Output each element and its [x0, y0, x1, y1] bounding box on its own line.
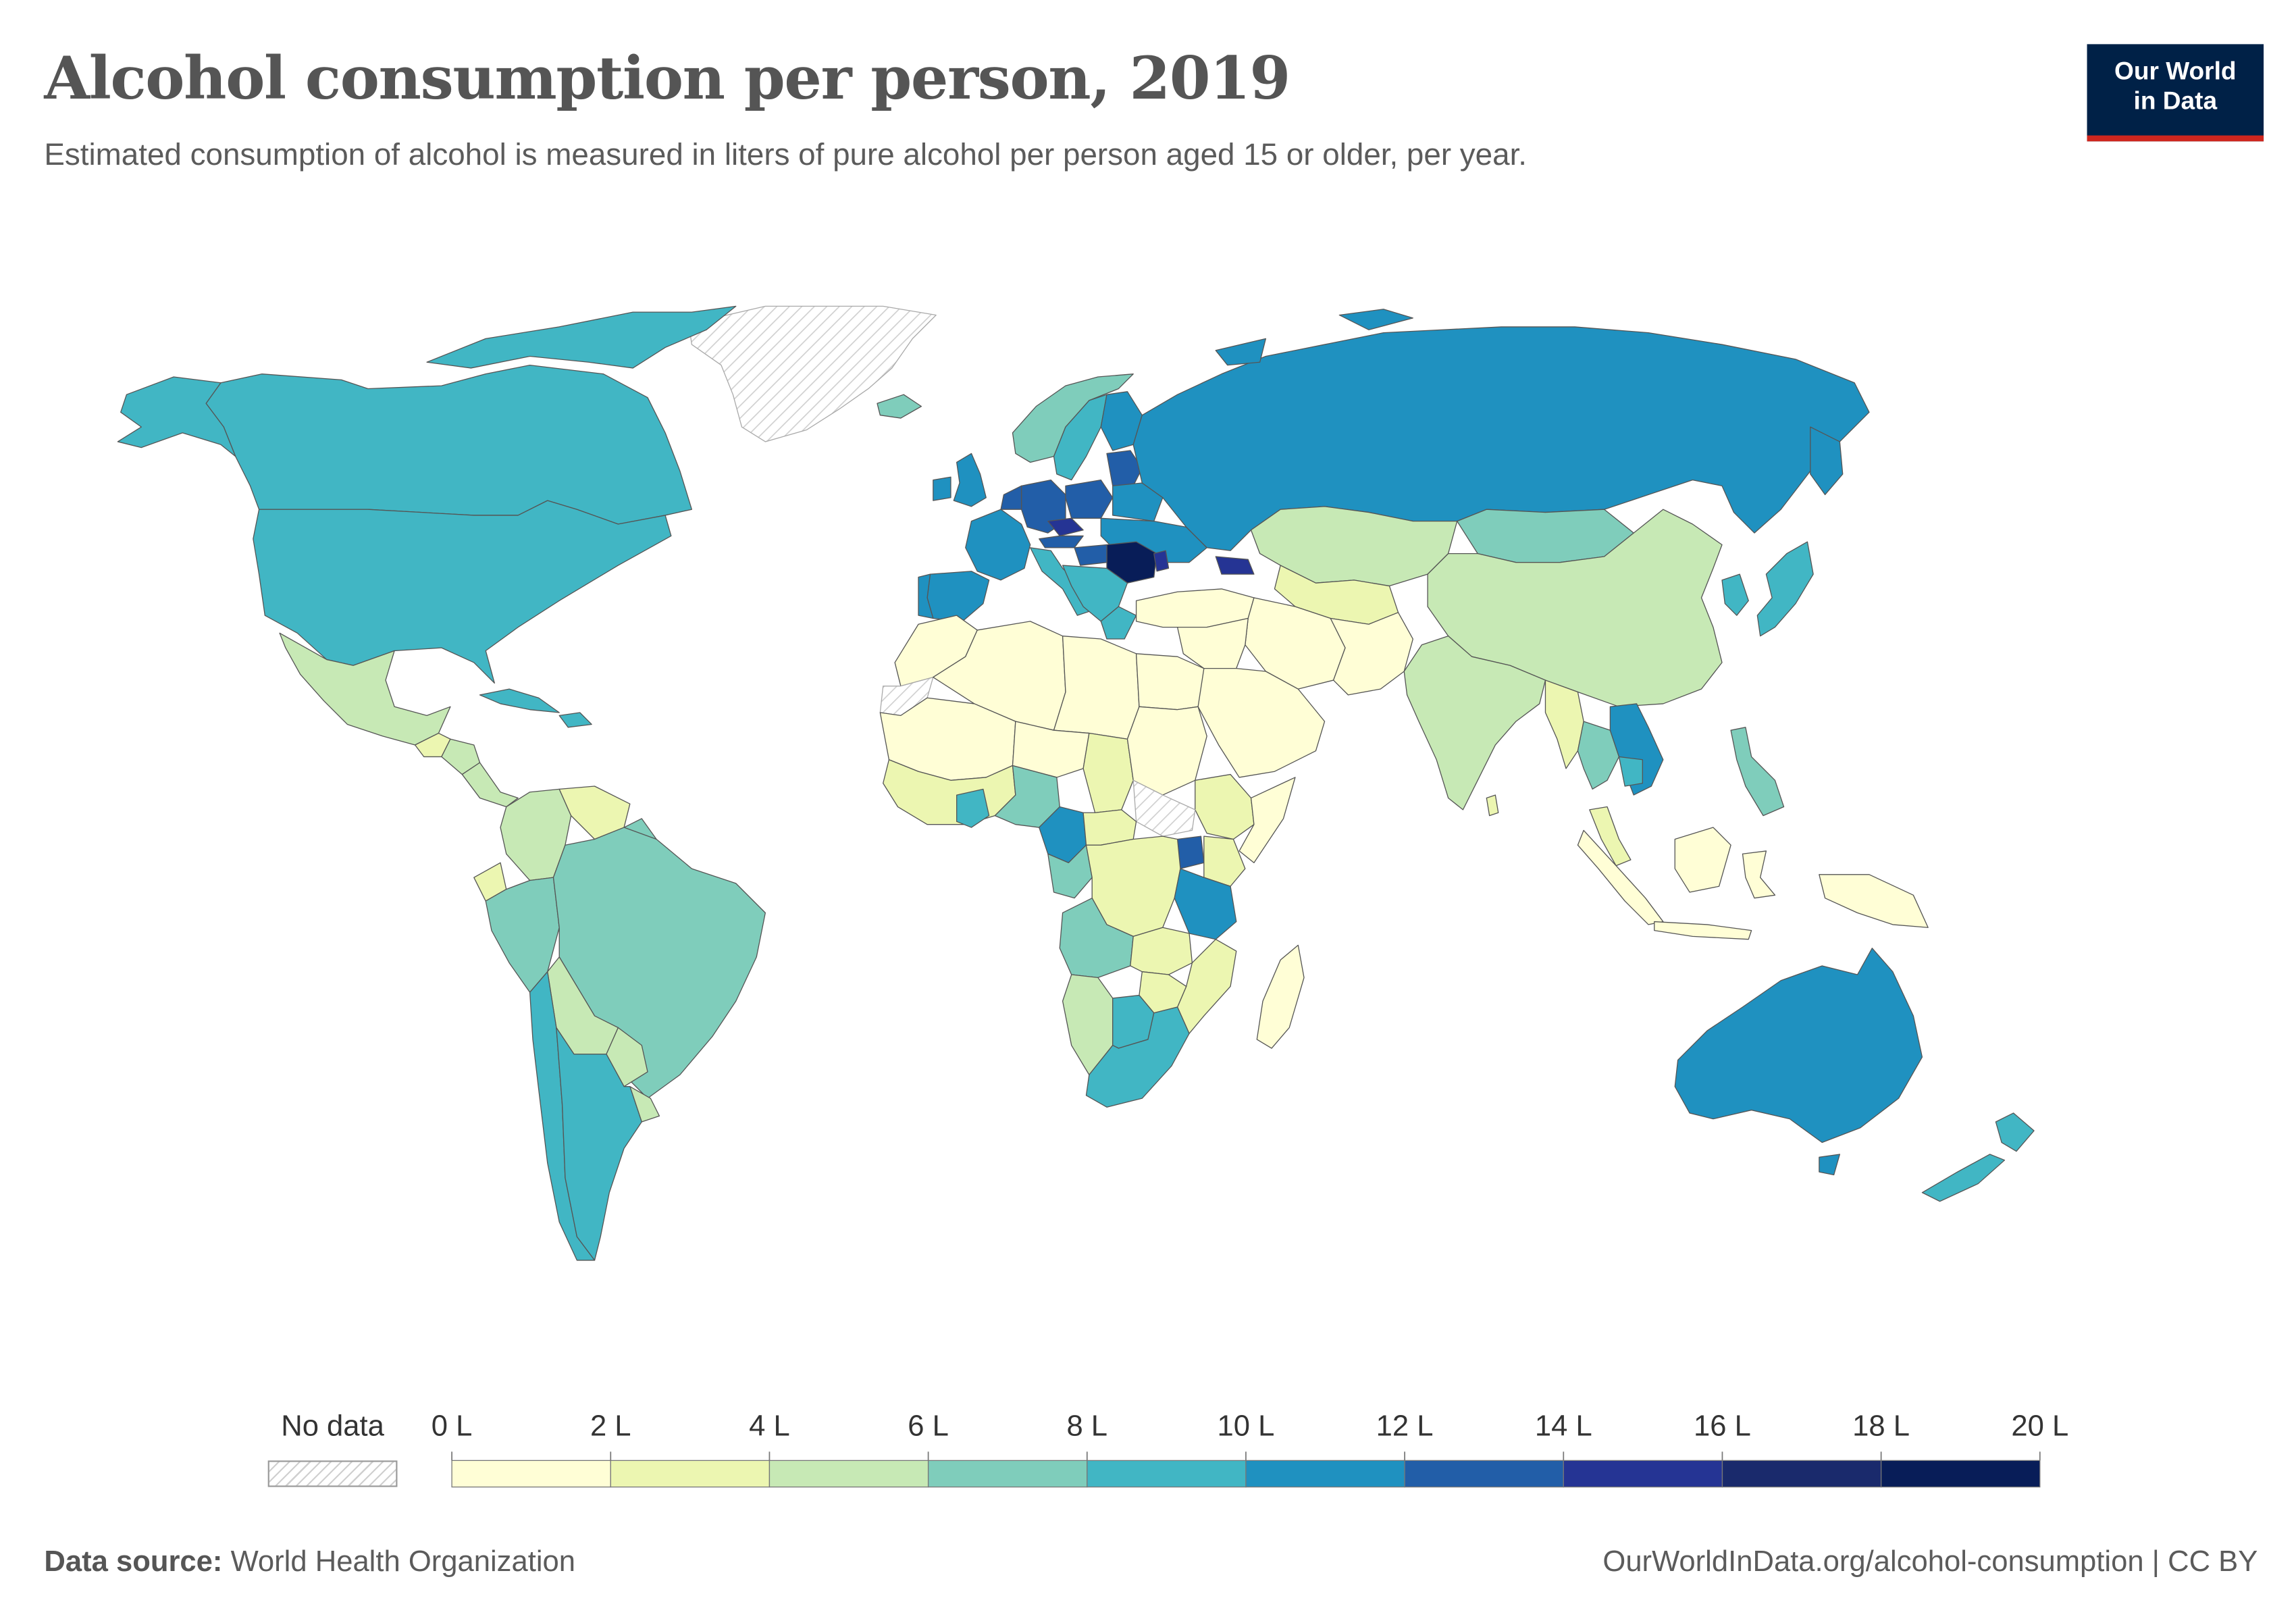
country-ghana-burkina[interactable] — [956, 788, 990, 828]
legend-bin-4-6[interactable] — [768, 1460, 929, 1488]
legend-tick-label: 14 L — [1534, 1410, 1592, 1443]
owid-logo[interactable]: Our World in Data — [2087, 44, 2264, 142]
country-cambodia[interactable] — [1618, 756, 1643, 787]
country-iraq-syria[interactable] — [1176, 617, 1249, 669]
country-korea[interactable] — [1721, 573, 1749, 616]
country-usa-alaska[interactable] — [117, 376, 236, 457]
country-belarus[interactable] — [1112, 482, 1164, 522]
country-indonesia-sumatra[interactable] — [1577, 829, 1664, 925]
world-map[interactable] — [0, 221, 2296, 1340]
country-iceland[interactable] — [877, 394, 922, 419]
country-japan[interactable] — [1756, 541, 1814, 637]
country-peru[interactable] — [485, 877, 560, 993]
country-france[interactable] — [965, 509, 1031, 581]
legend-bin-16-18[interactable] — [1721, 1460, 1882, 1488]
country-canada-islands[interactable] — [426, 305, 737, 369]
country-south-africa[interactable] — [1085, 1006, 1190, 1108]
country-india[interactable] — [1403, 636, 1546, 810]
country-nigeria[interactable] — [994, 765, 1060, 828]
country-tanzania[interactable] — [1174, 868, 1237, 940]
legend-bin-14-16[interactable] — [1563, 1460, 1723, 1488]
country-austria[interactable] — [1039, 535, 1084, 548]
country-russia-kamchatka[interactable] — [1810, 426, 1844, 496]
country-philippines[interactable] — [1730, 727, 1785, 817]
country-baltics[interactable] — [1106, 450, 1143, 486]
country-new-zealand-north[interactable] — [1995, 1112, 2035, 1152]
legend-tick-label: 2 L — [590, 1410, 631, 1443]
country-myanmar[interactable] — [1544, 679, 1584, 769]
legend-tick-label: 4 L — [749, 1410, 790, 1443]
country-zambia[interactable] — [1130, 927, 1193, 975]
legend-tick-label: 16 L — [1693, 1410, 1751, 1443]
data-source-label: Data source: — [44, 1545, 223, 1578]
country-hispaniola[interactable] — [558, 712, 592, 728]
legend-bin-10-12[interactable] — [1245, 1460, 1405, 1488]
country-uk[interactable] — [953, 453, 987, 507]
country-greece[interactable] — [1100, 606, 1137, 640]
data-source-value: World Health Organization — [230, 1545, 576, 1578]
country-australia-tasmania[interactable] — [1819, 1154, 1841, 1176]
logo-line-2: in Data — [2133, 86, 2218, 115]
legend-tick-label: 10 L — [1217, 1410, 1275, 1443]
country-panama[interactable] — [461, 762, 519, 808]
country-somalia[interactable] — [1238, 777, 1296, 864]
country-usa[interactable] — [253, 500, 672, 684]
country-cuba[interactable] — [479, 688, 560, 713]
country-greenland[interactable] — [688, 305, 937, 442]
country-russia-arctic[interactable] — [1338, 309, 1413, 330]
legend-tick-label: 18 L — [1852, 1410, 1910, 1443]
logo-line-1: Our World — [2114, 57, 2237, 86]
legend-tick-label: 12 L — [1376, 1410, 1434, 1443]
country-moldova[interactable] — [1153, 550, 1170, 572]
country-mexico[interactable] — [279, 632, 451, 746]
country-ethiopia[interactable] — [1195, 773, 1255, 840]
legend-bin-12-14[interactable] — [1404, 1460, 1564, 1488]
country-madagascar[interactable] — [1256, 944, 1305, 1049]
legend-tick-label: 6 L — [908, 1410, 949, 1443]
country-new-zealand-south[interactable] — [1921, 1154, 2006, 1202]
legend-bin-8-10[interactable] — [1087, 1460, 1247, 1488]
country-hungary[interactable] — [1074, 544, 1107, 566]
country-vietnam-laos[interactable] — [1609, 703, 1664, 796]
page-subtitle: Estimated consumption of alcohol is meas… — [44, 138, 1528, 173]
country-indonesia-borneo[interactable] — [1674, 827, 1731, 893]
legend-no-data-swatch[interactable] — [267, 1460, 398, 1487]
legend-bin-0-2[interactable] — [451, 1460, 611, 1488]
page-title: Alcohol consumption per person, 2019 — [44, 44, 1290, 113]
country-georgia[interactable] — [1215, 556, 1255, 575]
legend-tick-label: 8 L — [1066, 1410, 1108, 1443]
country-afghanistan-pakistan[interactable] — [1330, 612, 1413, 696]
country-honduras[interactable] — [441, 738, 481, 775]
legend-bin-2-4[interactable] — [610, 1460, 771, 1488]
country-russia-islands[interactable] — [1215, 338, 1267, 366]
country-papua-new-guinea[interactable] — [1819, 874, 1929, 928]
legend-tick-label: 20 L — [2011, 1410, 2069, 1443]
country-australia[interactable] — [1674, 948, 1923, 1143]
country-malaysia[interactable] — [1589, 806, 1632, 867]
country-ireland[interactable] — [933, 476, 951, 501]
data-source: Data source: World Health Organization — [44, 1546, 575, 1580]
country-saudi-arabia[interactable] — [1191, 667, 1326, 778]
legend-bin-6-8[interactable] — [927, 1460, 1088, 1488]
country-benelux[interactable] — [1000, 485, 1022, 510]
country-indonesia-java[interactable] — [1654, 921, 1752, 940]
legend-bin-18-20[interactable] — [1880, 1460, 2041, 1488]
country-portugal[interactable] — [918, 573, 934, 619]
country-russia[interactable] — [1132, 326, 1870, 551]
legend-tick-label: 0 L — [431, 1410, 473, 1443]
country-sri-lanka[interactable] — [1486, 794, 1499, 817]
legend-no-data-label: No data — [281, 1410, 384, 1443]
country-czechia[interactable] — [1047, 517, 1084, 537]
source-url-link[interactable]: OurWorldInData.org/alcohol-consumption |… — [1602, 1545, 2258, 1578]
country-argentina[interactable] — [556, 1027, 642, 1261]
country-indonesia-sulawesi[interactable] — [1742, 850, 1776, 899]
